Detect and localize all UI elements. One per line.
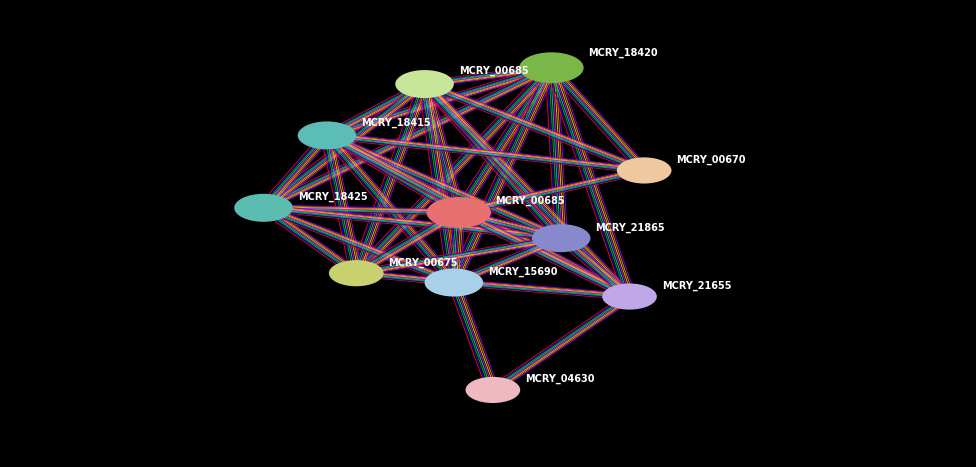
Text: MCRY_18415: MCRY_18415 [361, 118, 430, 128]
Text: MCRY_00670: MCRY_00670 [676, 155, 746, 165]
Circle shape [329, 260, 384, 286]
Text: MCRY_18425: MCRY_18425 [298, 191, 367, 202]
Text: MCRY_21865: MCRY_21865 [595, 222, 665, 233]
Text: MCRY_15690: MCRY_15690 [488, 267, 557, 277]
Text: MCRY_04630: MCRY_04630 [525, 374, 594, 384]
Circle shape [427, 197, 491, 228]
Circle shape [395, 70, 454, 98]
Text: MCRY_21655: MCRY_21655 [662, 281, 731, 291]
Circle shape [298, 121, 356, 149]
Circle shape [425, 269, 483, 297]
Text: MCRY_00685: MCRY_00685 [495, 196, 564, 206]
Text: MCRY_18420: MCRY_18420 [589, 48, 658, 58]
Text: MCRY_00675: MCRY_00675 [388, 257, 458, 268]
Circle shape [617, 157, 671, 184]
Circle shape [602, 283, 657, 310]
Circle shape [234, 194, 293, 222]
Circle shape [532, 224, 590, 252]
Text: MCRY_00685: MCRY_00685 [459, 65, 528, 76]
Circle shape [466, 377, 520, 403]
Circle shape [519, 52, 584, 83]
